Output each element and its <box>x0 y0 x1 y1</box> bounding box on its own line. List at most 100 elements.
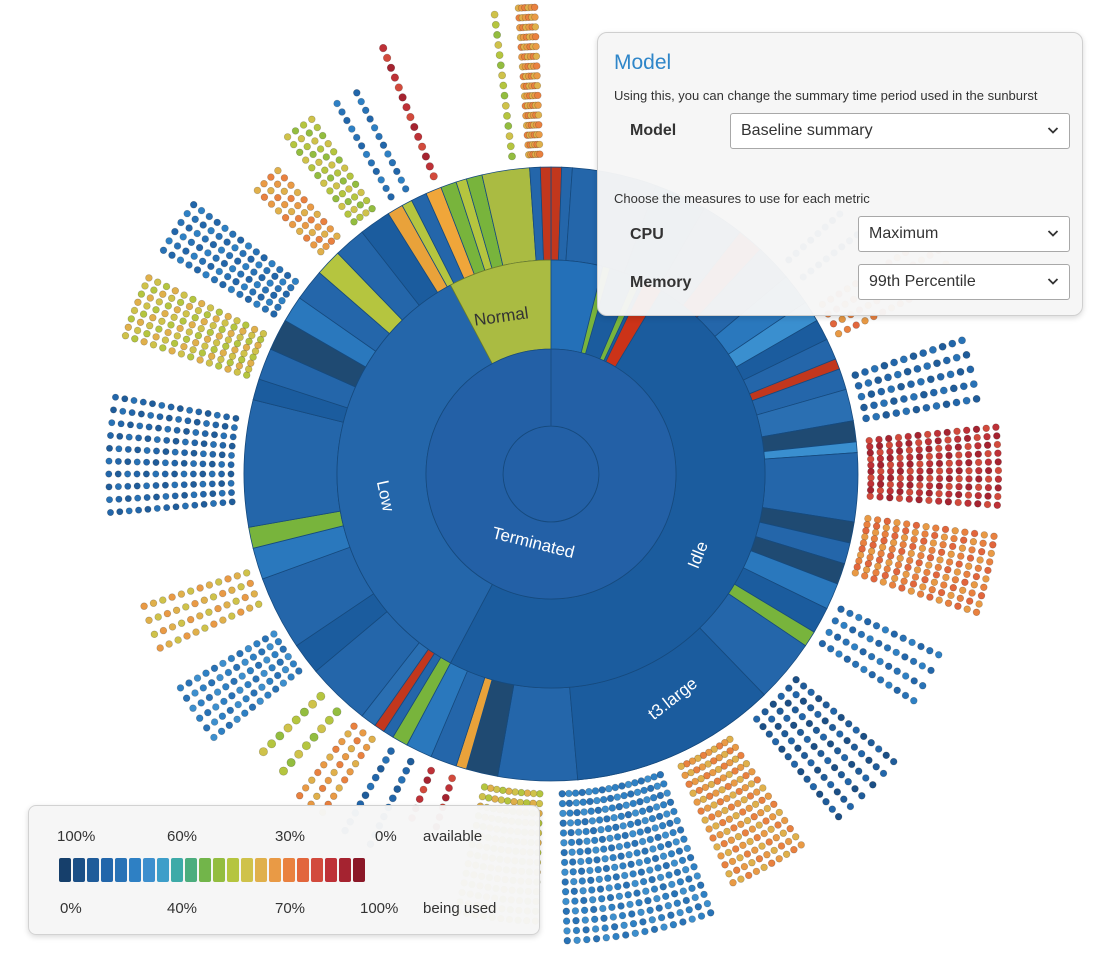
host-dot[interactable] <box>217 355 225 364</box>
host-dot[interactable] <box>712 789 720 797</box>
host-dot[interactable] <box>314 768 322 777</box>
host-dot[interactable] <box>777 842 786 850</box>
host-dot[interactable] <box>863 520 871 529</box>
host-dot[interactable] <box>294 214 303 223</box>
host-dot[interactable] <box>790 760 799 768</box>
host-dot[interactable] <box>807 759 815 767</box>
host-dot[interactable] <box>880 361 889 370</box>
host-dot[interactable] <box>164 328 172 337</box>
host-dot[interactable] <box>222 683 230 691</box>
host-dot[interactable] <box>940 581 948 589</box>
host-dot[interactable] <box>212 315 220 323</box>
host-dot[interactable] <box>864 559 873 568</box>
host-dot[interactable] <box>530 3 539 12</box>
host-dot[interactable] <box>925 460 934 468</box>
host-dot[interactable] <box>685 875 693 883</box>
host-dot[interactable] <box>668 880 676 889</box>
host-dot[interactable] <box>926 375 935 384</box>
host-dot[interactable] <box>603 815 611 823</box>
host-dot[interactable] <box>908 638 916 647</box>
host-dot[interactable] <box>857 749 866 758</box>
host-dot[interactable] <box>200 596 209 604</box>
host-dot[interactable] <box>168 593 176 601</box>
host-dot[interactable] <box>168 251 176 259</box>
host-dot[interactable] <box>935 474 944 483</box>
host-dot[interactable] <box>789 721 798 729</box>
host-dot[interactable] <box>949 384 958 393</box>
host-dot[interactable] <box>837 605 845 613</box>
host-dot[interactable] <box>207 227 215 235</box>
host-dot[interactable] <box>127 421 135 429</box>
host-dot[interactable] <box>291 127 300 135</box>
host-dot[interactable] <box>893 370 902 379</box>
host-dot[interactable] <box>898 547 906 556</box>
host-dot[interactable] <box>350 722 358 730</box>
host-dot[interactable] <box>333 169 342 177</box>
host-dot[interactable] <box>672 838 680 846</box>
host-dot[interactable] <box>563 936 571 945</box>
host-dot[interactable] <box>970 529 979 538</box>
host-dot[interactable] <box>935 467 944 475</box>
host-dot[interactable] <box>332 707 342 717</box>
host-dot[interactable] <box>906 467 914 475</box>
host-dot[interactable] <box>267 187 275 195</box>
host-dot[interactable] <box>149 314 157 322</box>
host-dot[interactable] <box>493 31 501 39</box>
host-dot[interactable] <box>341 164 349 172</box>
host-dot[interactable] <box>335 156 343 164</box>
host-dot[interactable] <box>299 707 309 717</box>
host-dot[interactable] <box>606 893 615 902</box>
host-dot[interactable] <box>870 575 878 583</box>
host-dot[interactable] <box>875 442 884 450</box>
host-dot[interactable] <box>167 403 175 411</box>
host-dot[interactable] <box>941 525 950 534</box>
host-dot[interactable] <box>264 691 272 699</box>
host-dot[interactable] <box>332 745 340 753</box>
host-dot[interactable] <box>716 830 724 839</box>
host-dot[interactable] <box>237 236 245 244</box>
host-dot[interactable] <box>134 494 142 502</box>
host-dot[interactable] <box>987 549 995 558</box>
host-dot[interactable] <box>217 727 226 735</box>
host-dot[interactable] <box>893 667 901 675</box>
host-dot[interactable] <box>889 757 898 766</box>
host-dot[interactable] <box>860 403 868 412</box>
host-dot[interactable] <box>326 225 334 233</box>
arc-terminated[interactable] <box>425 348 677 600</box>
host-dot[interactable] <box>829 320 838 328</box>
host-dot[interactable] <box>638 807 647 815</box>
host-dot[interactable] <box>236 686 244 694</box>
host-dot[interactable] <box>881 530 889 538</box>
host-dot[interactable] <box>244 680 252 689</box>
host-dot[interactable] <box>294 749 304 759</box>
host-dot[interactable] <box>974 483 983 491</box>
host-dot[interactable] <box>651 824 659 832</box>
host-dot[interactable] <box>605 884 613 892</box>
host-dot[interactable] <box>778 745 786 753</box>
host-dot[interactable] <box>866 455 875 463</box>
host-dot[interactable] <box>807 688 815 696</box>
host-dot[interactable] <box>218 460 226 468</box>
host-dot[interactable] <box>972 394 981 403</box>
host-dot[interactable] <box>180 342 188 351</box>
host-dot[interactable] <box>954 490 963 499</box>
host-dot[interactable] <box>705 825 713 833</box>
host-dot[interactable] <box>916 474 924 482</box>
host-dot[interactable] <box>205 212 214 221</box>
host-dot[interactable] <box>880 399 888 408</box>
host-dot[interactable] <box>876 480 885 488</box>
host-dot[interactable] <box>267 739 277 749</box>
host-dot[interactable] <box>646 866 654 874</box>
host-dot[interactable] <box>891 532 899 540</box>
host-dot[interactable] <box>909 542 917 551</box>
host-dot[interactable] <box>715 742 724 750</box>
host-dot[interactable] <box>255 600 263 608</box>
host-dot[interactable] <box>393 167 401 176</box>
host-dot[interactable] <box>237 608 245 616</box>
host-dot[interactable] <box>272 685 280 693</box>
host-dot[interactable] <box>688 915 696 923</box>
host-dot[interactable] <box>954 498 962 507</box>
host-dot[interactable] <box>143 482 151 490</box>
host-dot[interactable] <box>187 353 195 361</box>
host-dot[interactable] <box>870 364 879 373</box>
